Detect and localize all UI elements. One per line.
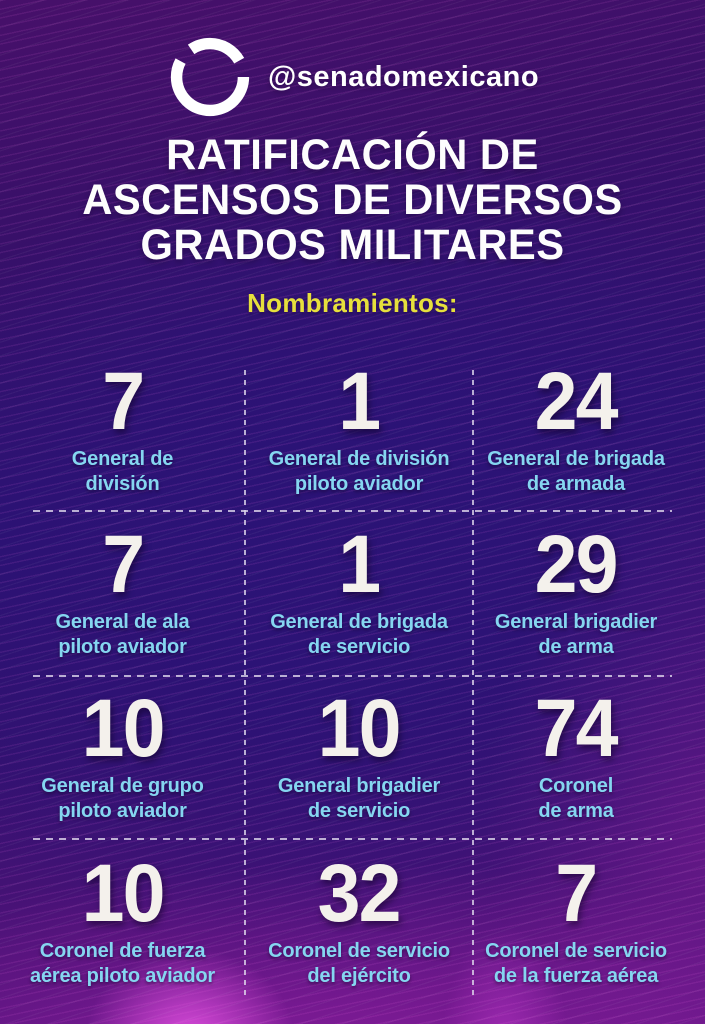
cell-label: General brigadier de arma <box>494 610 658 658</box>
cell-value: 74 <box>535 682 619 774</box>
cell-value: 7 <box>555 847 598 939</box>
cell-label: General brigadier de servicio <box>277 774 441 822</box>
grid-cells: 7 General de división 1 General de divis… <box>0 349 705 1009</box>
subtitle-nombramientos: Nombramientos: <box>247 288 458 318</box>
cell-value: 7 <box>101 518 145 610</box>
grid-cell-general-de-division: 7 General de división <box>0 349 245 510</box>
brand-row: @senadomexicano <box>0 0 705 121</box>
cell-label: General de brigada de armada <box>487 447 665 495</box>
cell-value: 24 <box>535 355 619 447</box>
grid-cell-general-brigada-armada: 24 General de brigada de armada <box>473 349 705 510</box>
title-line-2: ASCENSOS DE DIVERSOS <box>82 176 623 224</box>
cell-value: 10 <box>318 682 402 774</box>
divider-horizontal-2 <box>33 675 672 677</box>
grid-cell-general-brigadier-arma: 29 General brigadier de arma <box>473 510 705 675</box>
social-handle: @senadomexicano <box>267 60 540 93</box>
title-line-3: GRADOS MILITARES <box>140 221 565 269</box>
cell-label: General de brigada de servicio <box>270 610 448 658</box>
cell-label: General de ala piloto aviador <box>55 610 190 658</box>
grid-cell-coronel-arma: 74 Coronel de arma <box>473 675 705 838</box>
grid-cell-coronel-servicio-ejercito: 32 Coronel de servicio del ejército <box>245 838 473 1005</box>
grid-cell-coronel-fuerza-aerea-piloto: 10 Coronel de fuerza aérea piloto aviado… <box>0 838 245 1005</box>
cell-label: Coronel de arma <box>538 774 614 822</box>
grid-cell-general-brigada-servicio: 1 General de brigada de servicio <box>245 510 473 675</box>
grid-cell-general-division-piloto: 1 General de división piloto aviador <box>245 349 473 510</box>
divider-vertical-2 <box>472 370 474 995</box>
cell-value: 7 <box>101 355 145 447</box>
cell-label: Coronel de fuerza aérea piloto aviador <box>30 939 215 987</box>
senate-open-circle-icon <box>170 37 250 117</box>
grid-cell-general-grupo-piloto: 10 General de grupo piloto aviador <box>0 675 245 838</box>
cell-value: 1 <box>338 355 381 447</box>
cell-value: 32 <box>318 847 402 939</box>
cell-value: 10 <box>81 847 166 939</box>
cell-label: General de división piloto aviador <box>268 447 450 495</box>
page-title: RATIFICACIÓN DE ASCENSOS DE DIVERSOS GRA… <box>11 133 695 268</box>
divider-horizontal-1 <box>33 510 672 512</box>
appointments-grid: 7 General de división 1 General de divis… <box>0 349 705 1009</box>
divider-horizontal-3 <box>33 838 672 840</box>
grid-cell-general-brigadier-servicio: 10 General brigadier de servicio <box>245 675 473 838</box>
cell-value: 10 <box>81 682 166 774</box>
cell-label: Coronel de servicio del ejército <box>268 939 450 987</box>
divider-vertical-1 <box>244 370 246 995</box>
grid-cell-coronel-servicio-fuerza-aerea: 7 Coronel de servicio de la fuerza aérea <box>473 838 705 1005</box>
cell-label: General de división <box>71 447 174 495</box>
cell-value: 1 <box>338 518 381 610</box>
cell-label: General de grupo piloto aviador <box>41 774 204 822</box>
cell-label: Coronel de servicio de la fuerza aérea <box>485 939 667 987</box>
cell-value: 29 <box>535 518 619 610</box>
title-line-1: RATIFICACIÓN DE <box>166 131 539 179</box>
grid-cell-general-ala-piloto: 7 General de ala piloto aviador <box>0 510 245 675</box>
